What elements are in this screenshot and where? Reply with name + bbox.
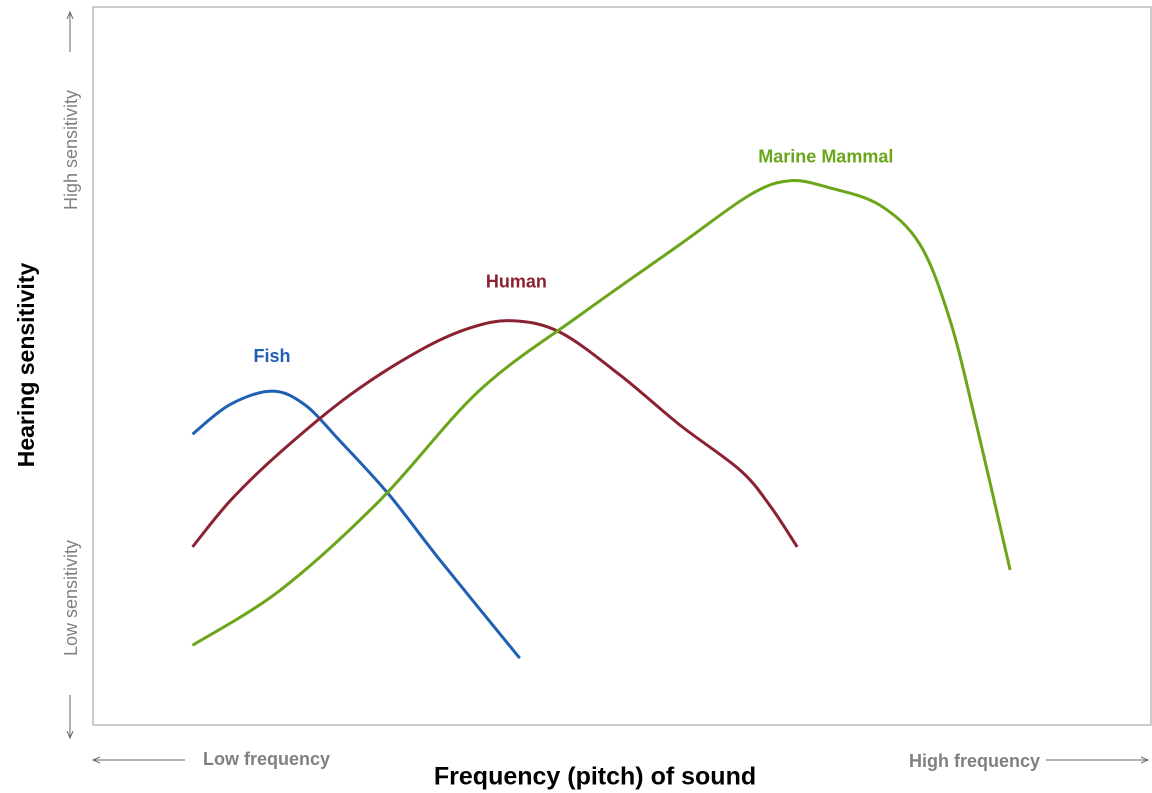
y-high-label: High sensitivity xyxy=(61,90,81,210)
x-high-label: High frequency xyxy=(909,751,1040,771)
series-line xyxy=(191,179,1012,647)
x-low-label: Low frequency xyxy=(203,749,330,769)
series-line xyxy=(191,389,521,660)
series-line xyxy=(191,319,799,548)
series-label: Fish xyxy=(253,346,290,366)
plot-frame xyxy=(92,6,1152,726)
y-low-label: Low sensitivity xyxy=(61,540,81,656)
series-label: Marine Mammal xyxy=(758,147,893,167)
series-label: Human xyxy=(486,272,547,292)
x-axis-title: Frequency (pitch) of sound xyxy=(434,763,756,791)
y-axis-title: Hearing sensitivity xyxy=(13,263,39,468)
